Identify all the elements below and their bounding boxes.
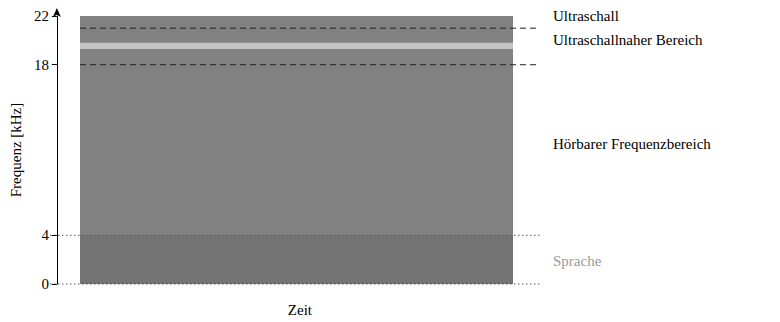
- svg-text:0: 0: [41, 276, 49, 292]
- svg-text:Ultraschallnaher Bereich: Ultraschallnaher Bereich: [553, 32, 703, 48]
- svg-text:18: 18: [34, 57, 49, 73]
- svg-text:Zeit: Zeit: [288, 302, 313, 318]
- svg-text:Frequenz [kHz]: Frequenz [kHz]: [8, 103, 24, 198]
- svg-text:Sprache: Sprache: [553, 253, 602, 269]
- svg-text:Ultraschall: Ultraschall: [553, 8, 619, 24]
- svg-text:Hörbarer Frequenzbereich: Hörbarer Frequenzbereich: [553, 136, 711, 152]
- svg-text:4: 4: [41, 227, 49, 243]
- svg-text:22: 22: [34, 8, 49, 24]
